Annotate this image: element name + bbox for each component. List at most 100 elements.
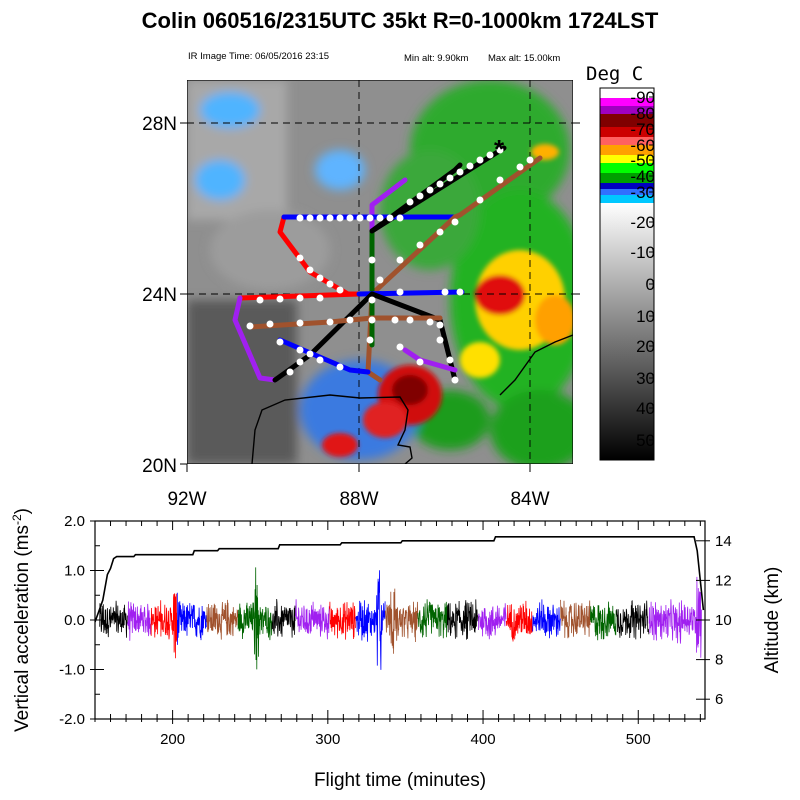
- timeseries-plot: 2.0 1.0 0.0 -1.0 -2.0 14 12 10 8 6 200 300 400 500: [59, 513, 732, 748]
- max-alt-label: Max alt: 15.00km: [488, 53, 560, 64]
- dropsonde-point: [306, 350, 314, 358]
- dropsonde-point: [406, 198, 414, 206]
- dropsonde-point: [306, 266, 314, 274]
- dropsonde-point: [246, 322, 254, 330]
- lon-label-84w: 84W: [510, 489, 549, 510]
- dropsonde-point: [376, 276, 384, 284]
- colorbar-swatch-30: [600, 195, 654, 203]
- dropsonde-point: [396, 343, 404, 351]
- dropsonde-point: [326, 214, 334, 222]
- y-axis-label-close: ): [12, 508, 33, 514]
- y2-tick-label: 10: [715, 612, 732, 629]
- dropsonde-point: [276, 295, 284, 303]
- acceleration-segment: [150, 593, 178, 659]
- map-ticks: [180, 122, 580, 472]
- acceleration-segment: [355, 570, 386, 670]
- dropsonde-point: [416, 358, 424, 366]
- x-tick-label: 200: [160, 731, 185, 748]
- dropsonde-point: [376, 214, 384, 222]
- dropsonde-point: [436, 321, 444, 329]
- acceleration-segment: [206, 599, 239, 640]
- colorbar-swatch-55: [600, 155, 654, 163]
- satellite-map: *: [187, 80, 573, 464]
- y-tick-label: -1.0: [59, 662, 85, 679]
- dropsonde-point: [296, 346, 304, 354]
- dropsonde-points: [246, 146, 534, 384]
- dropsonde-point: [336, 363, 344, 371]
- colorbar-swatch-45: [600, 173, 654, 183]
- acceleration-segment: [532, 599, 561, 639]
- colorbar-label: -10: [630, 243, 655, 262]
- dropsonde-point: [266, 320, 274, 328]
- colorbar-swatch-60: [600, 145, 654, 155]
- dropsonde-point: [368, 256, 376, 264]
- dropsonde-point: [496, 176, 504, 184]
- coastline: [251, 394, 413, 464]
- dropsonde-point: [296, 294, 304, 302]
- dropsonde-point: [368, 296, 376, 304]
- colorbar-swatch-75: [600, 114, 654, 127]
- dropsonde-point: [406, 316, 414, 324]
- track-segment-black-2: [369, 162, 463, 234]
- y-tick-label: 2.0: [64, 513, 85, 530]
- plot-ticks: 2.0 1.0 0.0 -1.0 -2.0 14 12 10 8 6 200 300 400 500: [59, 513, 732, 748]
- dropsonde-point: [476, 196, 484, 204]
- cuba-coastline: [499, 334, 573, 396]
- altitude-line: [95, 536, 705, 623]
- acceleration-segment: [589, 601, 617, 641]
- dropsonde-point: [256, 296, 264, 304]
- dropsonde-point: [526, 156, 534, 164]
- y-tick-label: 1.0: [64, 563, 85, 580]
- lat-label-20n: 20N: [142, 456, 177, 477]
- acceleration-segment: [237, 567, 273, 670]
- dropsonde-point: [366, 336, 374, 344]
- dropsonde-point: [276, 338, 284, 346]
- y2-tick-label: 8: [715, 652, 723, 669]
- dropsonde-point: [476, 156, 484, 164]
- dropsonde-point: [296, 358, 304, 366]
- acceleration-segment: [329, 601, 356, 640]
- colorbar-swatch-70: [600, 127, 654, 137]
- ir-image-time-label: IR Image Time: 06/05/2016 23:15: [188, 51, 329, 62]
- dropsonde-point: [436, 180, 444, 188]
- y-axis-label: Vertical acceleration (ms-2): [10, 508, 33, 732]
- acceleration-segment: [478, 603, 507, 640]
- dropsonde-point: [436, 336, 444, 344]
- colorbar-swatch-80: [600, 106, 654, 114]
- dropsonde-point: [451, 218, 459, 226]
- colorbar-label: 40: [636, 399, 655, 418]
- acceleration-segment: [271, 598, 296, 638]
- acceleration-segment: [294, 599, 330, 640]
- dropsonde-point: [466, 162, 474, 170]
- svg-text:Vertical acceleration (ms-2): Vertical acceleration (ms-2): [10, 508, 33, 732]
- dropsonde-point: [326, 280, 334, 288]
- colorbar-swatch-50: [600, 163, 654, 173]
- acceleration-segment: [127, 601, 151, 641]
- dropsonde-point: [486, 151, 494, 159]
- lat-label-24n: 24N: [142, 285, 177, 306]
- dropsonde-point: [451, 376, 459, 384]
- dropsonde-point: [436, 228, 444, 236]
- colorbar-gray-ramp: [600, 203, 654, 460]
- x-tick-label: 400: [471, 731, 496, 748]
- colorbar-swatch-35: [600, 189, 654, 195]
- dropsonde-point: [446, 174, 454, 182]
- colorbar-swatch-85: [600, 98, 654, 106]
- x-axis-label: Flight time (minutes): [314, 770, 486, 791]
- colorbar-label: 20: [636, 337, 655, 356]
- colorbar-label: -40: [630, 167, 655, 186]
- dropsonde-point: [316, 274, 324, 282]
- dropsonde-point: [446, 356, 454, 364]
- y-tick-label: -2.0: [59, 711, 85, 728]
- dropsonde-point: [416, 192, 424, 200]
- track-segment-purple-2: [232, 295, 278, 383]
- dropsonde-point: [316, 294, 324, 302]
- y-axis-label-text: Vertical acceleration (ms: [12, 525, 33, 732]
- dropsonde-point: [456, 168, 464, 176]
- chart-title: Colin 060516/2315UTC 35kt R=0-1000km 172…: [142, 8, 659, 33]
- lat-label-28n: 28N: [142, 114, 177, 135]
- colorbar-label: -20: [630, 213, 655, 232]
- y-axis-label-sup: -2: [10, 514, 24, 525]
